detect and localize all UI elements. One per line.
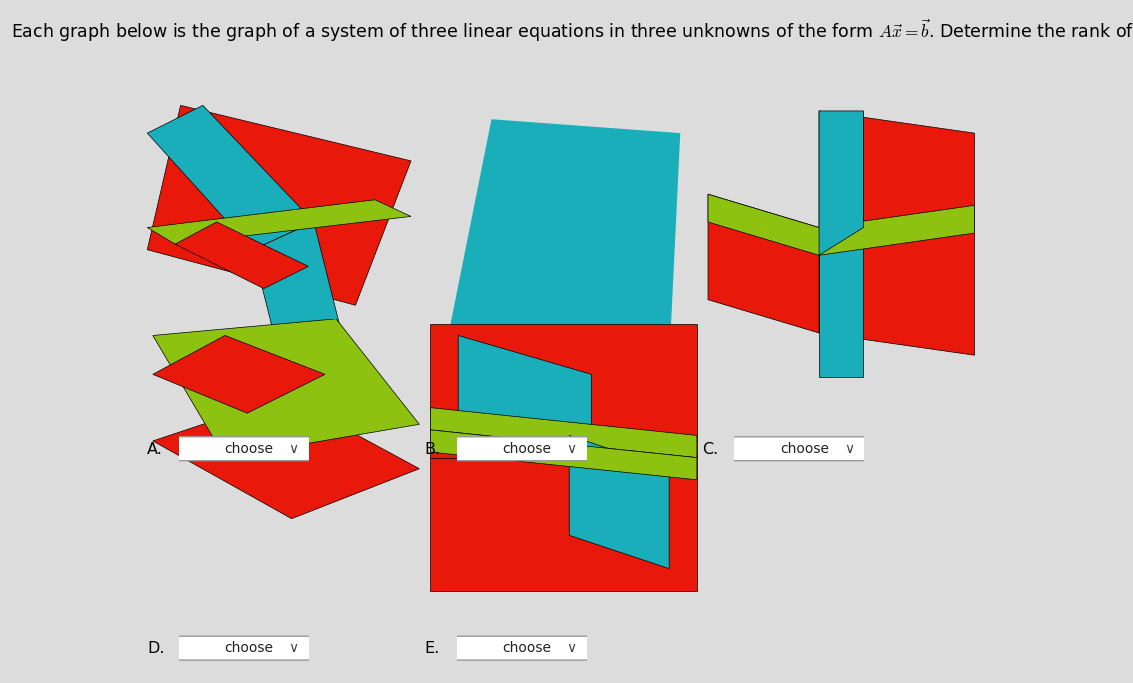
Polygon shape [708,194,819,333]
Text: D.: D. [147,641,164,656]
Text: Each graph below is the graph of a system of three linear equations in three unk: Each graph below is the graph of a syste… [11,17,1133,44]
Text: ∨: ∨ [289,641,299,655]
Polygon shape [431,430,697,480]
Text: C.: C. [702,442,718,457]
Polygon shape [569,435,670,569]
Text: ∨: ∨ [566,442,577,456]
Polygon shape [431,408,697,458]
Polygon shape [431,324,697,458]
Polygon shape [153,397,419,518]
Polygon shape [708,194,974,255]
Text: choose: choose [502,641,551,655]
Text: choose: choose [502,442,551,456]
Text: ∨: ∨ [566,641,577,655]
Polygon shape [819,111,863,255]
Text: ∨: ∨ [289,442,299,456]
Text: choose: choose [780,442,828,456]
FancyBboxPatch shape [177,437,312,460]
Polygon shape [147,105,411,305]
Text: B.: B. [425,442,441,457]
Polygon shape [819,111,863,378]
Polygon shape [174,222,308,289]
Text: choose: choose [224,641,273,655]
Polygon shape [153,335,325,413]
Text: choose: choose [224,442,273,456]
Text: A.: A. [147,442,163,457]
Polygon shape [153,319,419,458]
FancyBboxPatch shape [454,637,589,660]
Polygon shape [458,335,591,469]
Text: ∨: ∨ [844,442,854,456]
Polygon shape [444,120,680,363]
Polygon shape [819,111,974,355]
FancyBboxPatch shape [177,637,312,660]
Text: E.: E. [425,641,440,656]
Polygon shape [253,222,342,361]
Polygon shape [147,199,411,245]
Polygon shape [431,458,697,591]
FancyBboxPatch shape [732,437,867,460]
FancyBboxPatch shape [454,437,589,460]
Polygon shape [147,105,314,250]
